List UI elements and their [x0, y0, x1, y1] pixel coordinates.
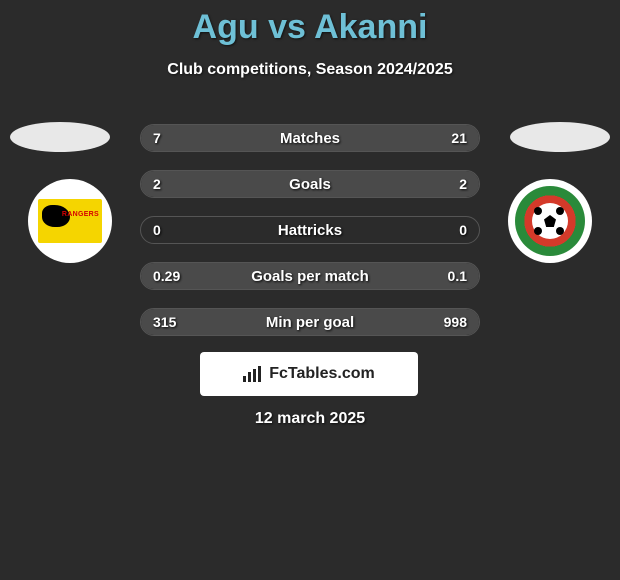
country-flag-left: [10, 122, 110, 152]
footer-brand-badge: FcTables.com: [200, 352, 418, 396]
stat-label: Hattricks: [141, 217, 479, 243]
kwara-logo: [515, 186, 585, 256]
stat-label: Matches: [141, 125, 479, 151]
stat-row: 721Matches: [140, 124, 480, 152]
stat-label: Goals: [141, 171, 479, 197]
club-badge-right: [508, 179, 592, 263]
page-title: Agu vs Akanni: [0, 0, 620, 47]
stats-bars: 721Matches 22Goals 00Hattricks 0.290.1Goals…: [140, 124, 480, 354]
stat-label: Goals per match: [141, 263, 479, 289]
generation-date: 12 march 2025: [0, 410, 620, 428]
footer-brand-text: FcTables.com: [269, 365, 375, 383]
country-flag-right: [510, 122, 610, 152]
rangers-logo: RANGERS: [38, 199, 102, 243]
chart-icon: [243, 366, 263, 382]
stat-row: 22Goals: [140, 170, 480, 198]
subtitle: Club competitions, Season 2024/2025: [0, 61, 620, 79]
stat-row: 315998Min per goal: [140, 308, 480, 336]
stat-label: Min per goal: [141, 309, 479, 335]
stat-row: 00Hattricks: [140, 216, 480, 244]
stat-row: 0.290.1Goals per match: [140, 262, 480, 290]
club-badge-left: RANGERS: [28, 179, 112, 263]
